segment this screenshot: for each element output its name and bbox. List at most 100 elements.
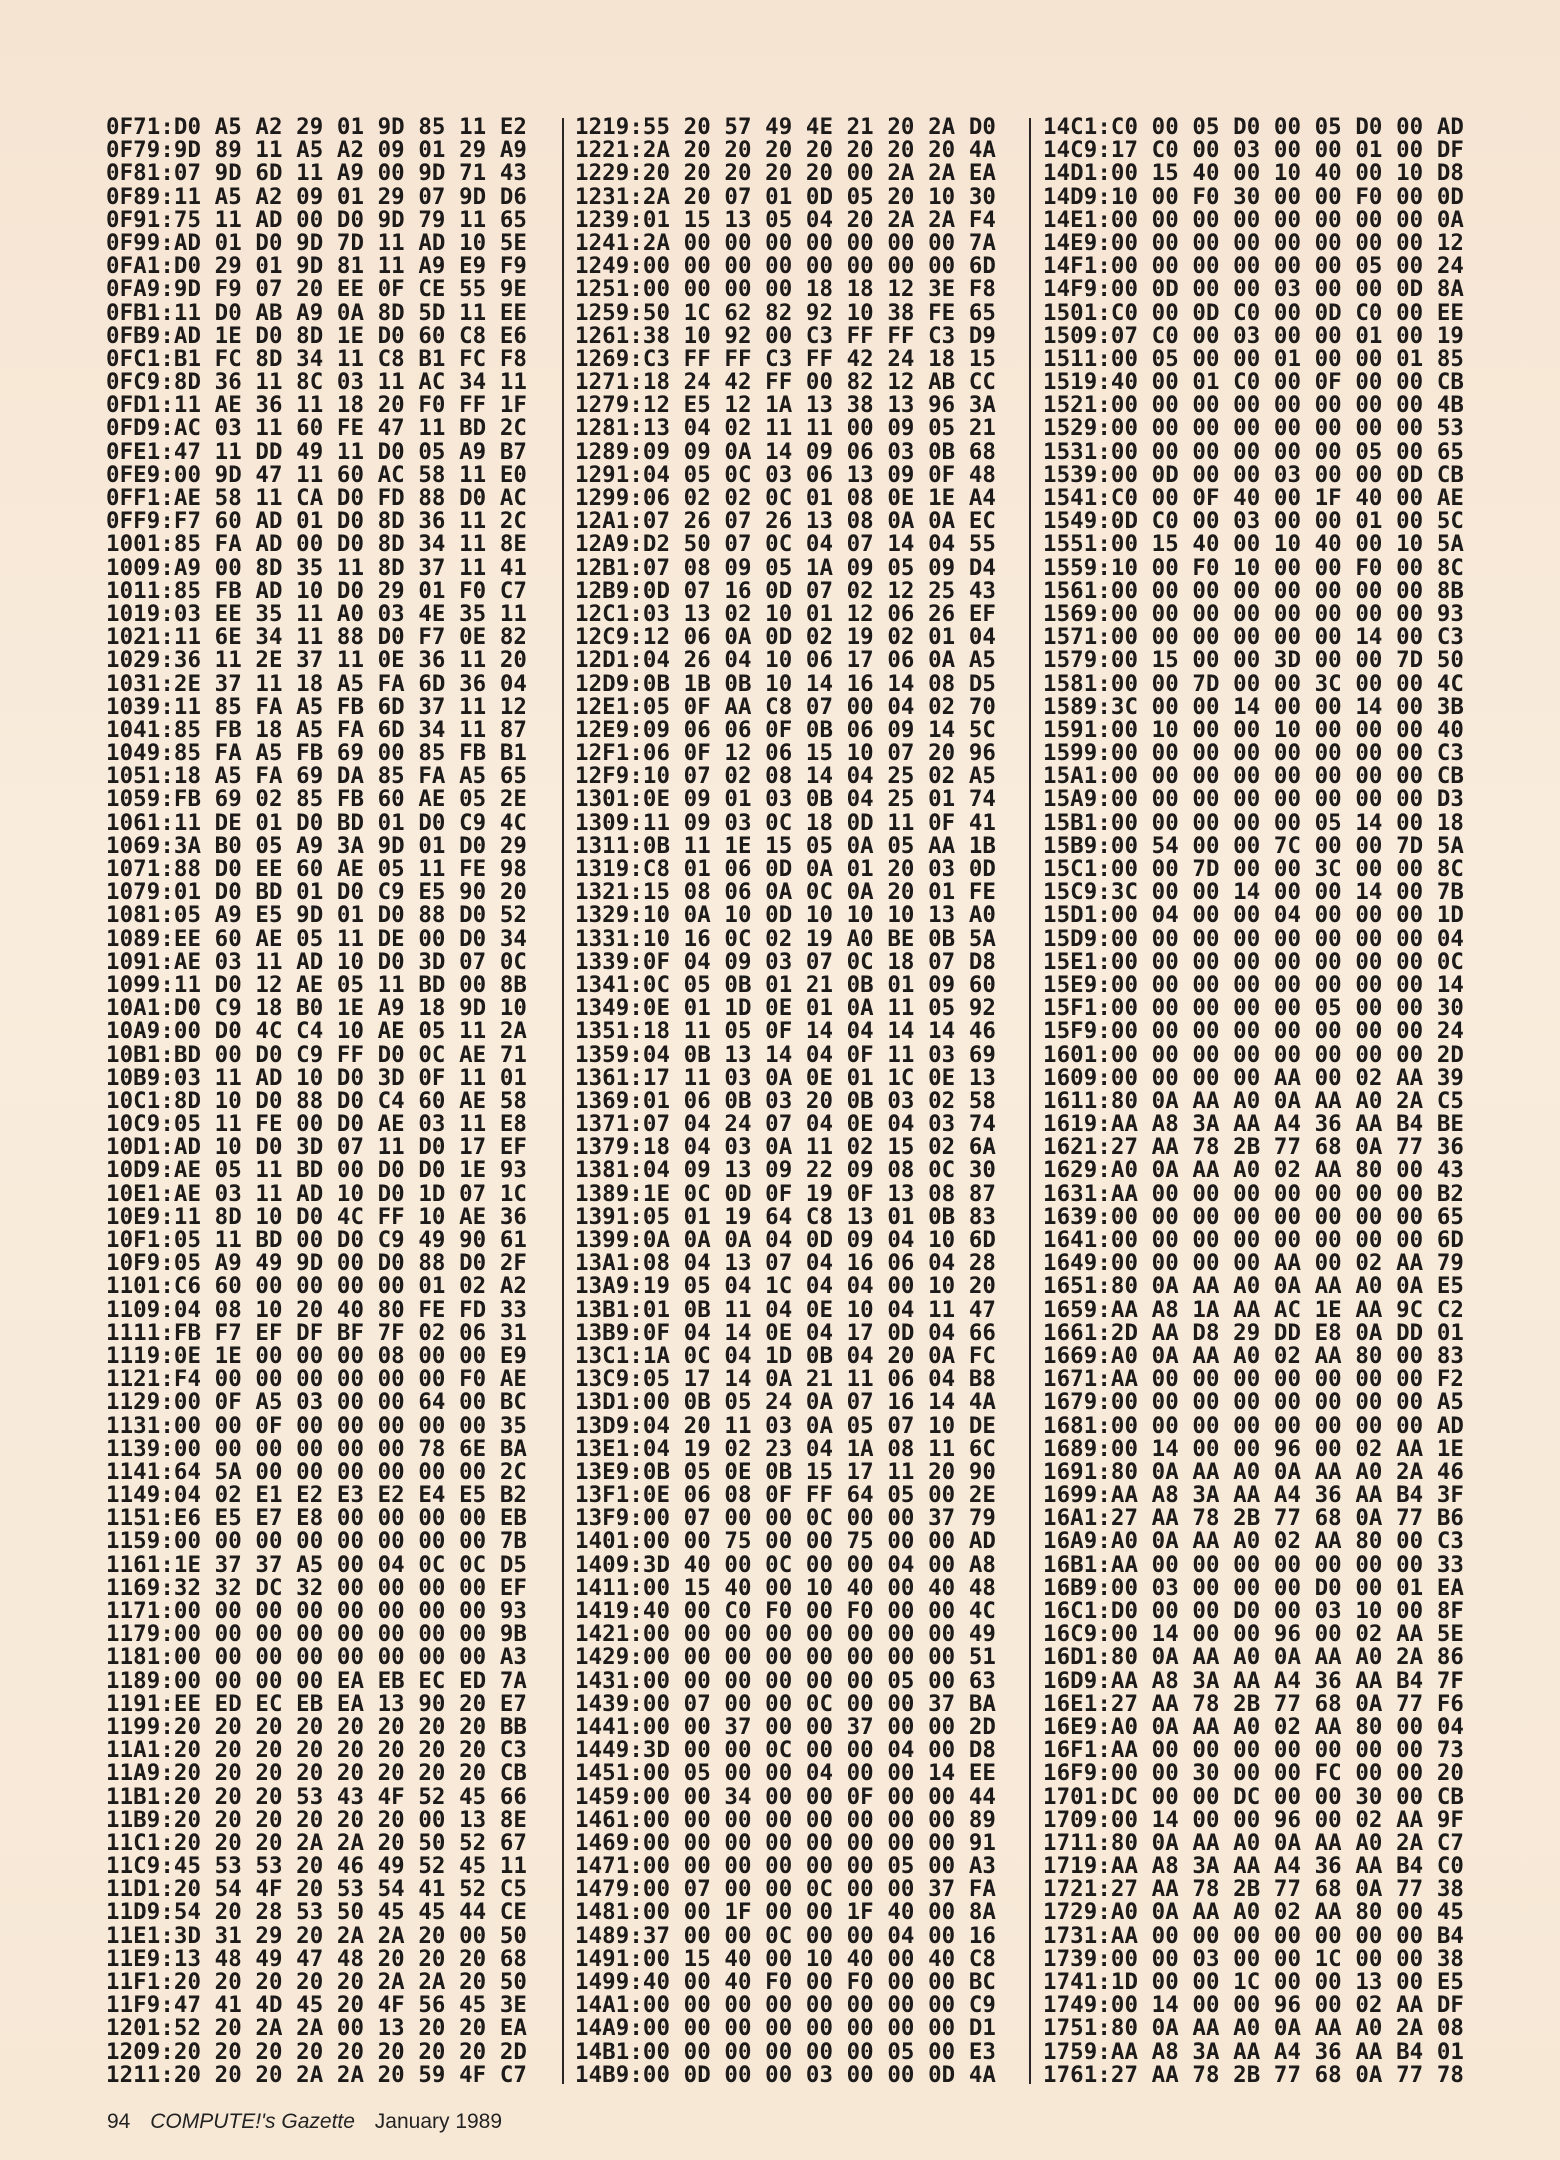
listing-line: 11A9:20 20 20 20 20 20 20 20 CB: [106, 1760, 527, 1787]
listing-line: 1431:00 00 00 00 00 00 05 00 63: [575, 1667, 996, 1694]
listing-line: 1641:00 00 00 00 00 00 00 00 6D: [1043, 1227, 1464, 1253]
listing-line: 1461:00 00 00 00 00 00 00 00 89: [575, 1806, 996, 1833]
listing-line: 1021:11 6E 34 11 88 D0 F7 0E 82: [106, 624, 527, 651]
listing-line: 12B9:0D 07 16 0D 07 02 12 25 43: [575, 577, 996, 604]
page-footer: 94 COMPUTE!'s Gazette January 1989: [107, 2110, 516, 2134]
listing-line: 1089:EE 60 AE 05 11 DE 00 D0 34: [106, 925, 527, 952]
listing-line: 0FF1:AE 58 11 CA D0 FD 88 D0 AC: [106, 485, 527, 511]
listing-line: 1571:00 00 00 00 00 00 14 00 C3: [1043, 624, 1464, 651]
listing-line: 1729:A0 0A AA A0 02 AA 80 00 45: [1043, 1899, 1464, 1926]
listing-line: 1129:00 0F A5 03 00 00 64 00 BC: [106, 1389, 527, 1416]
listing-line: 1061:11 DE 01 D0 BD 01 D0 C9 4C: [106, 809, 527, 836]
listing-line: 1401:00 00 75 00 00 75 00 00 AD: [575, 1528, 996, 1555]
listing-line: 1079:01 D0 BD 01 D0 C9 E5 90 20: [106, 879, 527, 906]
listing-line: 1189:00 00 00 00 EA EB EC ED 7A: [106, 1667, 527, 1694]
listing-line: 11A1:20 20 20 20 20 20 20 20 C3: [106, 1737, 527, 1764]
listing-line: 10F9:05 A9 49 9D 00 D0 88 D0 2F: [106, 1250, 527, 1277]
listing-line: 1449:3D 00 00 0C 00 00 04 00 D8: [575, 1737, 996, 1764]
listing-line: 1569:00 00 00 00 00 00 00 00 93: [1043, 600, 1464, 627]
listing-line: 1389:1E 0C 0D 0F 19 0F 13 08 87: [575, 1180, 996, 1207]
listing-line: 1331:10 16 0C 02 19 A0 BE 0B 5A: [575, 925, 996, 952]
listing-line: 1291:04 05 0C 03 06 13 09 0F 48: [575, 461, 996, 488]
listing-line: 11B9:20 20 20 20 20 20 00 13 8E: [106, 1806, 527, 1833]
listing-line: 13B1:01 0B 11 04 0E 10 04 11 47: [575, 1296, 996, 1323]
listing-line: 1049:85 FA A5 FB 69 00 85 FB B1: [106, 740, 527, 767]
listing-line: 15F9:00 00 00 00 00 00 00 00 24: [1043, 1018, 1464, 1045]
listing-line: 0FF9:F7 60 AD 01 D0 8D 36 11 2C: [106, 508, 527, 535]
listing-line: 16D9:AA A8 3A AA A4 36 AA B4 7F: [1043, 1667, 1464, 1694]
listing-line: 10F1:05 11 BD 00 D0 C9 49 90 61: [106, 1227, 527, 1253]
listing-line: 1649:00 00 00 00 AA 00 02 AA 79: [1043, 1250, 1464, 1277]
listing-line: 13D1:00 0B 05 24 0A 07 16 14 4A: [575, 1389, 996, 1416]
listing-line: 1179:00 00 00 00 00 00 00 00 9B: [106, 1621, 527, 1648]
listing-line: 16D1:80 0A AA A0 0A AA A0 2A 86: [1043, 1644, 1464, 1671]
listing-line: 1629:A0 0A AA A0 02 AA 80 00 43: [1043, 1157, 1464, 1184]
listing-line: 12F9:10 07 02 08 14 04 25 02 A5: [575, 763, 996, 790]
listing-line: 1691:80 0A AA A0 0A AA A0 2A 46: [1043, 1458, 1464, 1485]
listing-line: 1239:01 15 13 05 04 20 2A 2A F4: [575, 206, 996, 233]
listing-line: 1479:00 07 00 00 0C 00 00 37 FA: [575, 1876, 996, 1903]
listing-line: 11E1:3D 31 29 20 2A 2A 20 00 50: [106, 1922, 527, 1949]
listing-line: 14C1:C0 00 05 D0 00 05 D0 00 AD: [1043, 114, 1464, 140]
listing-line: 1639:00 00 00 00 00 00 00 00 65: [1043, 1203, 1464, 1230]
listing-line: 16E1:27 AA 78 2B 77 68 0A 77 F6: [1043, 1690, 1464, 1717]
listing-line: 1281:13 04 02 11 11 00 09 05 21: [575, 415, 996, 442]
listing-line: 1109:04 08 10 20 40 80 FE FD 33: [106, 1296, 527, 1323]
listing-line: 1091:AE 03 11 AD 10 D0 3D 07 0C: [106, 948, 527, 975]
listing-line: 0FC1:B1 FC 8D 34 11 C8 B1 FC F8: [106, 345, 527, 372]
listing-line: 16E9:A0 0A AA A0 02 AA 80 00 04: [1043, 1713, 1464, 1740]
listing-line: 1689:00 14 00 00 96 00 02 AA 1E: [1043, 1435, 1464, 1462]
listing-line: 13B9:0F 04 14 0E 04 17 0D 04 66: [575, 1319, 996, 1346]
listing-line: 1669:A0 0A AA A0 02 AA 80 00 83: [1043, 1342, 1464, 1369]
listing-line: 1099:11 D0 12 AE 05 11 BD 00 8B: [106, 971, 527, 998]
listing-line: 1761:27 AA 78 2B 77 68 0A 77 78: [1043, 2061, 1464, 2088]
listing-line: 1671:AA 00 00 00 00 00 00 00 F2: [1043, 1366, 1464, 1393]
listing-line: 1489:37 00 00 0C 00 00 04 00 16: [575, 1922, 996, 1949]
listing-line: 14B1:00 00 00 00 00 00 05 00 E3: [575, 2038, 996, 2065]
listing-line: 13C9:05 17 14 0A 21 11 06 04 B8: [575, 1366, 996, 1393]
listing-line: 1749:00 14 00 00 96 00 02 AA DF: [1043, 1992, 1464, 2019]
listing-line: 11B1:20 20 20 53 43 4F 52 45 66: [106, 1783, 527, 1810]
listing-line: 1519:40 00 01 C0 00 0F 00 00 CB: [1043, 369, 1464, 396]
listing-line: 14A9:00 00 00 00 00 00 00 00 D1: [575, 2015, 996, 2042]
listing-line: 1169:32 32 DC 32 00 00 00 00 EF: [106, 1574, 527, 1601]
column-divider: [1029, 118, 1031, 2084]
listing-line: 1259:50 1C 62 82 92 10 38 FE 65: [575, 299, 996, 326]
listing-line: 1381:04 09 13 09 22 09 08 0C 30: [575, 1157, 996, 1184]
listing-line: 0F71:D0 A5 A2 29 01 9D 85 11 E2: [106, 114, 527, 140]
listing-line: 1589:3C 00 00 14 00 00 14 00 3B: [1043, 693, 1464, 720]
listing-line: 11F9:47 41 4D 45 20 4F 56 45 3E: [106, 1992, 527, 2019]
listing-line: 1659:AA A8 1A AA AC 1E AA 9C C2: [1043, 1296, 1464, 1323]
listing-line: 1111:FB F7 EF DF BF 7F 02 06 31: [106, 1319, 527, 1346]
listing-line: 16A9:A0 0A AA A0 02 AA 80 00 C3: [1043, 1528, 1464, 1555]
listing-line: 13C1:1A 0C 04 1D 0B 04 20 0A FC: [575, 1342, 996, 1369]
listing-line: 10D9:AE 05 11 BD 00 D0 D0 1E 93: [106, 1157, 527, 1184]
listing-line: 1731:AA 00 00 00 00 00 00 00 B4: [1043, 1922, 1464, 1949]
listing-line: 1591:00 10 00 00 10 00 00 00 40: [1043, 716, 1464, 743]
listing-line: 1261:38 10 92 00 C3 FF FF C3 D9: [575, 322, 996, 349]
listing-line: 1249:00 00 00 00 00 00 00 00 6D: [575, 253, 996, 280]
listing-line: 1209:20 20 20 20 20 20 20 20 2D: [106, 2038, 527, 2065]
listing-line: 15E9:00 00 00 00 00 00 00 00 14: [1043, 971, 1464, 998]
listing-line: 0FA9:9D F9 07 20 EE 0F CE 55 9E: [106, 276, 527, 303]
listing-line: 0F91:75 11 AD 00 D0 9D 79 11 65: [106, 206, 527, 233]
listing-line: 1369:01 06 0B 03 20 0B 03 02 58: [575, 1087, 996, 1114]
listing-line: 1299:06 02 02 0C 01 08 0E 1E A4: [575, 485, 996, 511]
listing-line: 14A1:00 00 00 00 00 00 00 00 C9: [575, 1992, 996, 2019]
listing-line: 12F1:06 0F 12 06 15 10 07 20 96: [575, 740, 996, 767]
listing-line: 11E9:13 48 49 47 48 20 20 20 68: [106, 1945, 527, 1972]
listing-line: 1469:00 00 00 00 00 00 00 00 91: [575, 1829, 996, 1856]
listing-line: 0FD9:AC 03 11 60 FE 47 11 BD 2C: [106, 415, 527, 442]
listing-line: 10C9:05 11 FE 00 D0 AE 03 11 E8: [106, 1111, 527, 1138]
listing-line: 1231:2A 20 07 01 0D 05 20 10 30: [575, 183, 996, 210]
listing-line: 0FE1:47 11 DD 49 11 D0 05 A9 B7: [106, 438, 527, 465]
listing-line: 1409:3D 40 00 0C 00 00 04 00 A8: [575, 1551, 996, 1578]
listing-line: 15D1:00 04 00 00 04 00 00 00 1D: [1043, 902, 1464, 929]
listing-line: 1311:0B 11 1E 15 05 0A 05 AA 1B: [575, 832, 996, 859]
listing-line: 1271:18 24 42 FF 00 82 12 AB CC: [575, 369, 996, 396]
listing-line: 0FC9:8D 36 11 8C 03 11 AC 34 11: [106, 369, 527, 396]
listing-line: 1379:18 04 03 0A 11 02 15 02 6A: [575, 1134, 996, 1161]
listing-line: 15A1:00 00 00 00 00 00 00 00 CB: [1043, 763, 1464, 790]
listing-line: 1319:C8 01 06 0D 0A 01 20 03 0D: [575, 856, 996, 882]
listing-line: 1541:C0 00 0F 40 00 1F 40 00 AE: [1043, 485, 1464, 511]
